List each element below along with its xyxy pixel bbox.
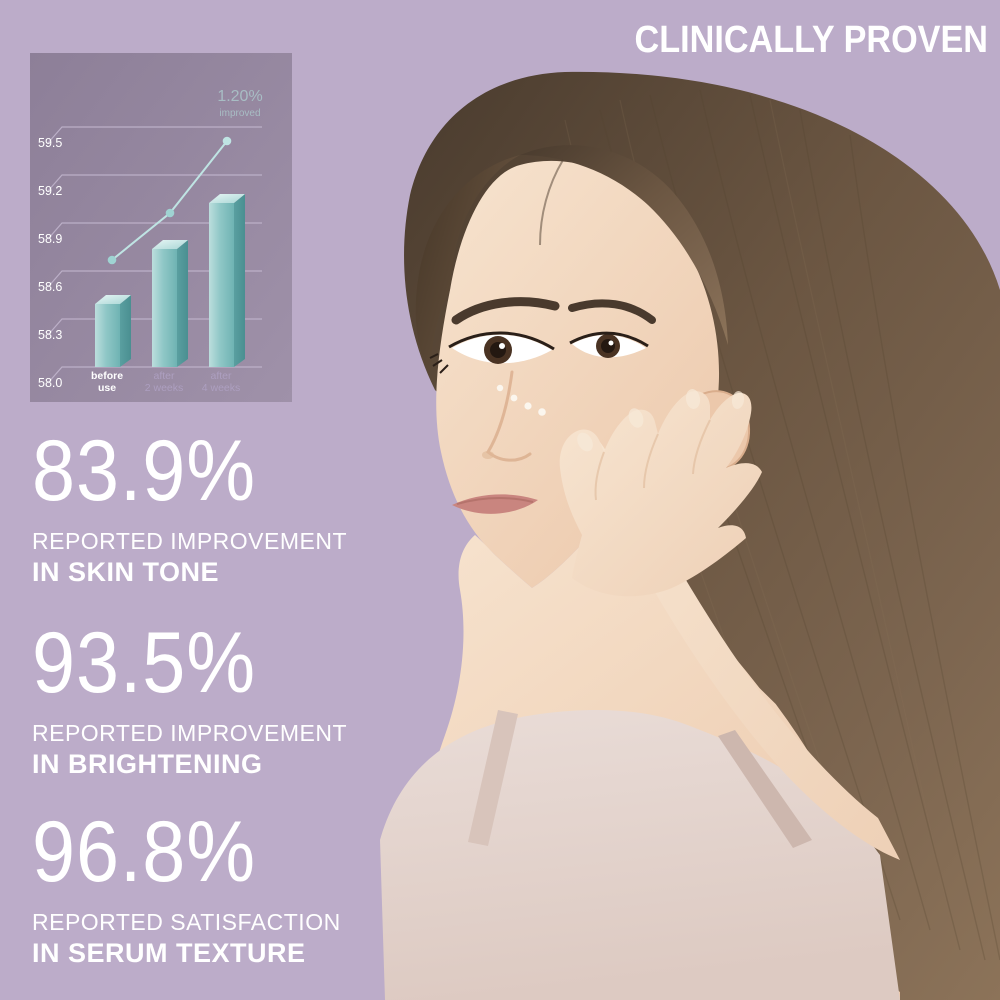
svg-text:use: use [98, 382, 116, 394]
svg-text:58.6: 58.6 [38, 280, 62, 294]
svg-text:58.3: 58.3 [38, 328, 62, 342]
svg-text:2 weeks: 2 weeks [145, 382, 184, 394]
svg-text:59.2: 59.2 [38, 184, 62, 198]
svg-text:before: before [91, 370, 123, 382]
svg-text:4 weeks: 4 weeks [202, 382, 241, 394]
svg-text:after: after [210, 370, 232, 382]
svg-text:improved: improved [219, 108, 260, 119]
svg-text:58.9: 58.9 [38, 232, 62, 246]
svg-text:59.5: 59.5 [38, 136, 62, 150]
svg-text:58.0: 58.0 [38, 376, 62, 390]
svg-text:after: after [153, 370, 175, 382]
svg-text:1.20%: 1.20% [217, 88, 262, 105]
